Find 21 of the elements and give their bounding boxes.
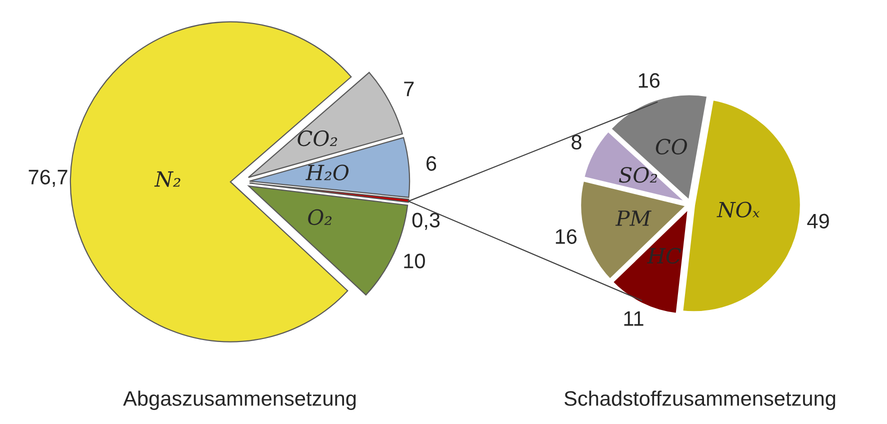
data-label: 8 <box>572 134 582 150</box>
text: Schadstoffzusammensetzung <box>564 390 836 410</box>
slice-label: N₂ <box>154 171 180 187</box>
data-label: 11 <box>624 311 644 326</box>
text: Abgaszusammensetzung <box>123 390 356 410</box>
data-label: 49 <box>807 214 829 229</box>
slice-label: H₂O <box>306 164 349 180</box>
data-label: 16 <box>638 73 660 88</box>
slice-label: CO <box>656 138 687 155</box>
data-label: 16 <box>556 229 577 244</box>
slice-label: CO₂ <box>298 130 338 146</box>
data-label: 10 <box>404 254 425 268</box>
slice-label: SO₂ <box>618 167 658 183</box>
data-label: 6 <box>426 156 436 171</box>
slice-label: NOₓ <box>716 202 760 218</box>
data-label: 76,7 <box>28 170 68 187</box>
slice-label: PM <box>615 210 652 226</box>
slice-label: O₂ <box>308 209 332 226</box>
slice-label: HC <box>647 248 682 264</box>
data-label: 0,3 <box>412 212 440 230</box>
data-label: 7 <box>404 82 414 96</box>
